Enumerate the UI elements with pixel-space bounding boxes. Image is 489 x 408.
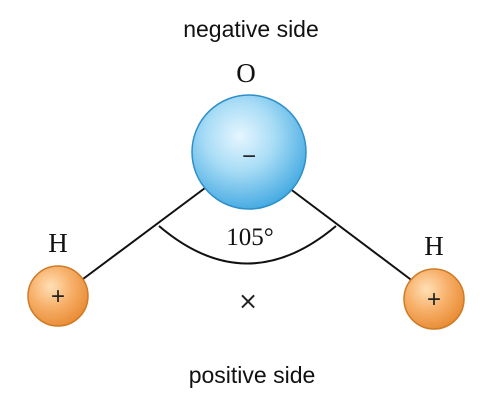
oxygen-atom: [191, 94, 307, 210]
bond-angle-label: 105°: [226, 224, 274, 251]
oxygen-symbol: O: [236, 58, 256, 88]
right-o-h-bond: [288, 187, 415, 283]
positive-side-label: positive side: [189, 362, 316, 388]
hydrogen-left-positive-charge: +: [51, 283, 65, 310]
hydrogen-left-atom: [27, 265, 89, 327]
negative-side-label: negative side: [183, 16, 319, 42]
center-cross-marker: ×: [238, 287, 258, 315]
oxygen-negative-charge: −: [242, 143, 256, 170]
hydrogen-left-symbol: H: [48, 228, 68, 258]
hydrogen-right-positive-charge: +: [427, 286, 441, 313]
bond-angle-arc: [158, 225, 337, 265]
hydrogen-right-symbol: H: [424, 231, 444, 261]
hydrogen-right-atom: [403, 268, 465, 330]
left-o-h-bond: [78, 187, 206, 283]
